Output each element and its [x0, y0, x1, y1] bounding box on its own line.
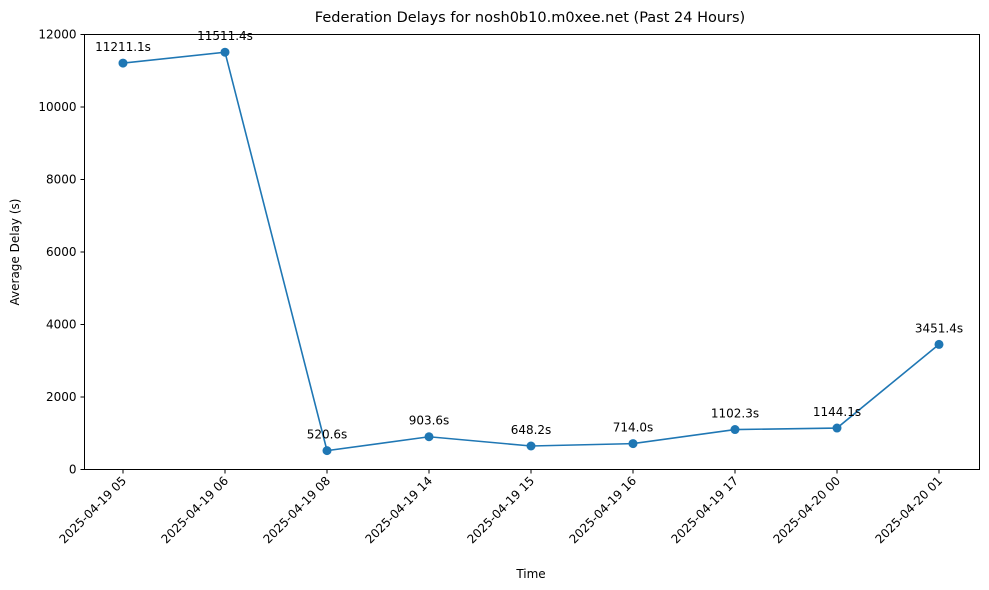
data-point: [934, 339, 944, 349]
y-axis: 0 2000 4000 6000 8000 10000 12000: [38, 28, 85, 477]
series-average-delay: [118, 47, 944, 456]
chart-title: Federation Delays for nosh0b10.m0xee.net…: [315, 10, 745, 26]
data-point: [118, 58, 128, 68]
y-tick-label: 0: [69, 463, 77, 477]
series-line: [122, 51, 940, 452]
data-label: 648.2s: [511, 423, 552, 437]
x-axis-label: Time: [515, 567, 545, 581]
x-tick-label: 2025-04-19 08: [260, 474, 333, 547]
data-label: 11211.1s: [95, 40, 151, 54]
data-label: 520.6s: [307, 428, 348, 442]
data-point: [730, 425, 740, 435]
data-point: [220, 47, 230, 57]
data-point: [322, 446, 332, 456]
x-tick-label: 2025-04-19 15: [464, 474, 537, 547]
x-tick-label: 2025-04-19 14: [362, 474, 435, 547]
data-point: [832, 423, 842, 433]
y-tick-label: 8000: [46, 173, 77, 187]
data-label: 1144.1s: [813, 405, 861, 419]
y-tick-label: 6000: [46, 245, 77, 259]
data-point: [628, 439, 638, 449]
data-point: [424, 432, 434, 442]
y-tick-label: 12000: [38, 28, 76, 42]
y-tick-label: 10000: [38, 100, 76, 114]
y-tick-label: 4000: [46, 318, 77, 332]
y-tick-label: 2000: [46, 390, 77, 404]
x-tick-label: 2025-04-19 17: [668, 474, 741, 547]
x-tick-label: 2025-04-20 01: [872, 474, 945, 547]
data-label: 11511.4s: [197, 29, 253, 43]
data-label: 3451.4s: [915, 321, 963, 335]
data-point: [526, 441, 536, 451]
x-axis: 2025-04-19 05 2025-04-19 06 2025-04-19 08 2…: [56, 469, 945, 547]
x-tick-label: 2025-04-19 06: [158, 474, 231, 547]
data-label: 714.0s: [613, 421, 654, 435]
x-tick-label: 2025-04-19 05: [56, 474, 129, 547]
x-tick-label: 2025-04-20 00: [770, 474, 843, 547]
x-tick-label: 2025-04-19 16: [566, 474, 639, 547]
data-label: 903.6s: [409, 414, 450, 428]
data-label: 1102.3s: [711, 407, 759, 421]
data-labels: 11211.1s 11511.4s 520.6s 903.6s 648.2s 714.0s…: [95, 29, 963, 441]
y-axis-label: Average Delay (s): [8, 199, 22, 306]
